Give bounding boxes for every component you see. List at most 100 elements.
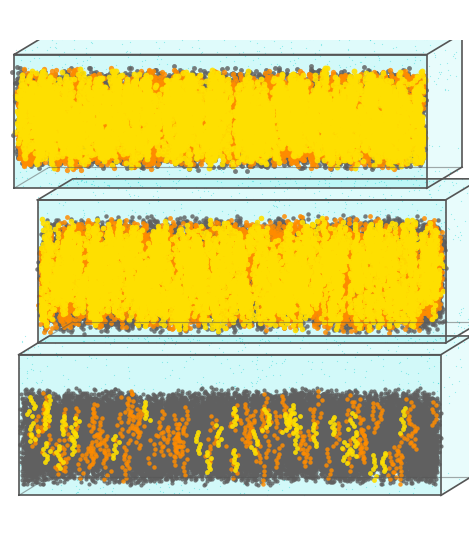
Point	[145, 266, 153, 275]
Point	[266, 450, 274, 459]
Point	[205, 157, 213, 166]
Point	[102, 416, 110, 425]
Point	[264, 443, 271, 452]
Point	[221, 132, 228, 141]
Point	[236, 272, 244, 281]
Point	[242, 443, 250, 452]
Point	[341, 112, 348, 121]
Point	[353, 463, 360, 472]
Point	[117, 293, 124, 302]
Point	[62, 306, 69, 315]
Point	[317, 390, 325, 399]
Point	[287, 427, 294, 436]
Point	[265, 139, 273, 148]
Point	[138, 149, 145, 158]
Point	[91, 87, 98, 96]
Point	[91, 461, 98, 470]
Point	[140, 122, 148, 131]
Point	[420, 426, 428, 435]
Point	[144, 265, 151, 274]
Point	[97, 116, 105, 124]
Point	[342, 120, 349, 129]
Point	[83, 131, 90, 140]
Point	[100, 149, 107, 158]
Point	[329, 112, 337, 120]
Point	[107, 138, 114, 147]
Point	[166, 89, 173, 97]
Point	[249, 239, 256, 248]
Point	[326, 447, 334, 455]
Point	[100, 252, 108, 261]
Point	[170, 243, 177, 252]
Point	[354, 251, 361, 260]
Point	[248, 87, 256, 96]
Point	[153, 121, 160, 130]
Point	[245, 471, 252, 480]
Point	[389, 284, 396, 293]
Point	[419, 295, 426, 304]
Point	[326, 84, 333, 93]
Point	[155, 434, 163, 443]
Point	[257, 161, 265, 170]
Point	[177, 126, 184, 135]
Point	[315, 241, 322, 250]
Point	[112, 308, 120, 317]
Point	[259, 414, 267, 423]
Point	[212, 399, 220, 408]
Point	[257, 248, 264, 257]
Point	[75, 290, 82, 299]
Point	[270, 252, 277, 261]
Point	[99, 432, 106, 441]
Point	[132, 145, 140, 154]
Point	[88, 452, 95, 460]
Point	[376, 160, 383, 169]
Point	[105, 420, 113, 429]
Point	[45, 391, 52, 400]
Point	[422, 263, 429, 272]
Point	[100, 268, 107, 277]
Point	[98, 431, 106, 439]
Point	[90, 98, 98, 107]
Point	[201, 249, 209, 257]
Point	[220, 112, 228, 120]
Point	[179, 112, 187, 120]
Point	[370, 98, 378, 107]
Point	[321, 233, 329, 241]
Point	[114, 136, 122, 145]
Point	[434, 245, 442, 254]
Point	[371, 268, 378, 277]
Point	[320, 236, 327, 245]
Point	[227, 229, 235, 238]
Point	[36, 76, 43, 85]
Point	[210, 117, 217, 125]
Point	[42, 283, 49, 292]
Point	[152, 135, 159, 144]
Point	[142, 407, 149, 416]
Point	[62, 421, 70, 430]
Point	[190, 285, 198, 294]
Point	[56, 464, 63, 472]
Point	[395, 278, 402, 287]
Point	[340, 155, 347, 163]
Point	[181, 448, 188, 456]
Point	[361, 416, 368, 425]
Point	[244, 84, 252, 93]
Point	[317, 236, 325, 245]
Point	[188, 101, 196, 109]
Point	[272, 235, 279, 244]
Point	[306, 267, 314, 276]
Point	[330, 100, 338, 108]
Point	[143, 285, 151, 294]
Point	[83, 439, 90, 448]
Point	[218, 138, 226, 147]
Point	[309, 386, 317, 395]
Point	[25, 406, 33, 415]
Point	[248, 455, 256, 464]
Point	[82, 82, 89, 91]
Point	[83, 410, 91, 419]
Point	[171, 452, 179, 461]
Point	[296, 282, 304, 290]
Point	[344, 241, 351, 250]
Point	[160, 136, 167, 145]
Point	[62, 278, 69, 287]
